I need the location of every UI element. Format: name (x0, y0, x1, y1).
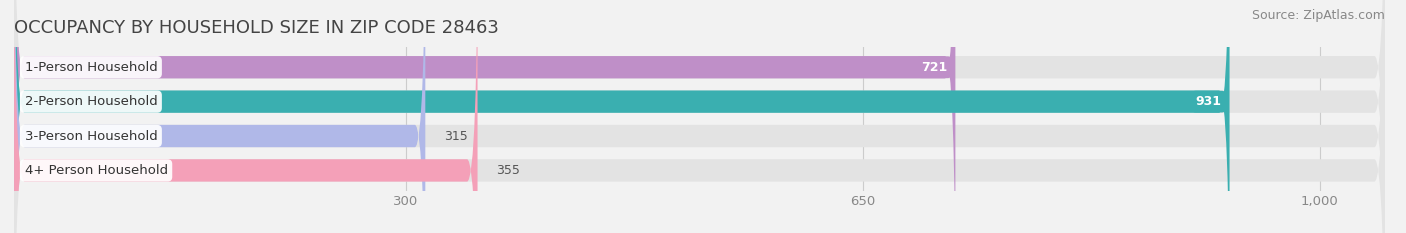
Text: 4+ Person Household: 4+ Person Household (24, 164, 167, 177)
Text: 931: 931 (1195, 95, 1222, 108)
Text: 315: 315 (444, 130, 467, 143)
FancyBboxPatch shape (14, 0, 1229, 233)
FancyBboxPatch shape (14, 0, 1385, 233)
FancyBboxPatch shape (14, 0, 425, 233)
FancyBboxPatch shape (14, 0, 1385, 233)
FancyBboxPatch shape (14, 0, 956, 233)
Text: 2-Person Household: 2-Person Household (24, 95, 157, 108)
Text: 3-Person Household: 3-Person Household (24, 130, 157, 143)
Text: Source: ZipAtlas.com: Source: ZipAtlas.com (1251, 9, 1385, 22)
Text: 1-Person Household: 1-Person Household (24, 61, 157, 74)
Text: OCCUPANCY BY HOUSEHOLD SIZE IN ZIP CODE 28463: OCCUPANCY BY HOUSEHOLD SIZE IN ZIP CODE … (14, 19, 499, 37)
FancyBboxPatch shape (14, 0, 1385, 233)
FancyBboxPatch shape (14, 0, 478, 233)
FancyBboxPatch shape (14, 0, 1385, 233)
Text: 355: 355 (496, 164, 520, 177)
Text: 721: 721 (921, 61, 948, 74)
